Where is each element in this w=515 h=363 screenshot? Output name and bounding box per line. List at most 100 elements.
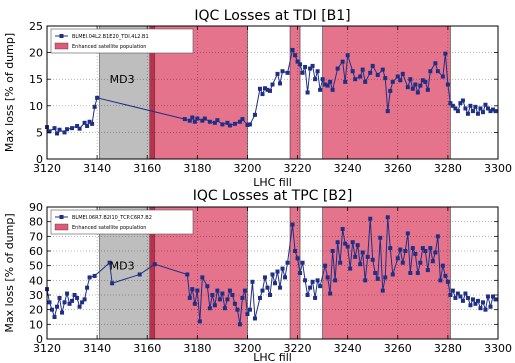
data-point (152, 262, 157, 267)
data-point (443, 273, 448, 278)
data-point (65, 127, 70, 132)
data-point (338, 260, 343, 265)
data-point (378, 235, 383, 240)
data-point (468, 103, 473, 108)
series-line (46, 217, 496, 325)
data-point (182, 117, 187, 122)
data-point (415, 90, 420, 95)
data-point (313, 295, 318, 300)
data-point (483, 307, 488, 312)
data-point (252, 112, 257, 117)
data-point (475, 298, 480, 303)
data-point (293, 249, 298, 253)
data-point (398, 78, 403, 83)
region-boundary-stripe (149, 207, 155, 339)
y-axis-label: Max loss [% of dump] (3, 33, 16, 152)
data-point (315, 69, 320, 74)
data-point (480, 300, 485, 305)
x-tick-label: 3120 (33, 342, 61, 355)
data-point (215, 118, 220, 123)
legend-box (50, 28, 194, 54)
data-point (395, 74, 400, 79)
x-tick-label: 3160 (133, 342, 161, 355)
data-point (390, 272, 395, 277)
data-point (82, 297, 87, 302)
x-tick-label: 3300 (484, 342, 512, 355)
data-point (90, 121, 95, 126)
data-point (383, 76, 388, 81)
data-point (240, 117, 245, 122)
data-point (200, 118, 205, 123)
x-tick-label: 3240 (334, 342, 362, 355)
x-tick-label: 3180 (183, 342, 211, 355)
data-point (325, 83, 330, 88)
data-point (458, 294, 463, 299)
y-tick-label: 30 (29, 289, 43, 302)
data-point (405, 85, 410, 90)
data-point (225, 297, 230, 302)
y-axis-label: Max loss [% of dump] (3, 213, 16, 332)
data-point (278, 285, 283, 290)
data-point (320, 77, 325, 82)
data-point (205, 284, 210, 289)
x-tick-label: 3160 (133, 162, 161, 175)
data-point (325, 275, 330, 280)
data-point (465, 295, 470, 300)
data-point (240, 295, 245, 300)
data-point (410, 86, 415, 91)
data-point (425, 268, 430, 273)
legend-marker-swatch (59, 215, 64, 219)
data-point (318, 87, 323, 92)
data-point (340, 59, 345, 64)
data-point (275, 71, 280, 76)
data-point (62, 130, 67, 135)
data-point (187, 295, 192, 300)
x-tick-label: 3300 (484, 162, 512, 175)
data-point (385, 109, 390, 114)
data-point (197, 319, 202, 324)
data-point (75, 124, 80, 129)
data-point (85, 285, 90, 290)
data-point (237, 322, 242, 327)
data-point (265, 285, 270, 290)
region-annotation: MD3 (110, 73, 135, 86)
data-point (285, 260, 290, 265)
data-point (465, 111, 470, 116)
data-point (245, 122, 250, 127)
chart-panel-2: MD3 3120 3140 3160 3180 3200 3220 3240 3260 3280 3… (3, 188, 512, 363)
data-point (252, 316, 257, 321)
region-boundary-stripe (149, 26, 155, 159)
data-point (87, 275, 92, 280)
x-tick-label: 3280 (434, 342, 462, 355)
x-tick-label: 3120 (33, 162, 61, 175)
data-point (380, 288, 385, 293)
data-point (283, 275, 288, 280)
data-point (245, 312, 250, 317)
data-point (453, 295, 458, 300)
data-point (400, 71, 405, 76)
data-point (85, 124, 90, 129)
data-point (293, 53, 298, 58)
data-point (375, 276, 380, 281)
data-point (50, 307, 55, 312)
y-tick-label: 10 (29, 100, 43, 113)
data-point (415, 271, 420, 275)
data-point (350, 240, 355, 245)
data-point (468, 303, 473, 308)
data-point (280, 69, 285, 74)
data-point (267, 293, 272, 297)
data-point (257, 295, 262, 300)
data-point (425, 87, 430, 92)
data-point (47, 300, 52, 305)
data-point (303, 278, 308, 283)
data-point (95, 95, 100, 100)
data-point (110, 281, 115, 286)
data-point (190, 115, 195, 120)
shaded-region (290, 26, 301, 159)
y-tick-label: 20 (29, 304, 43, 317)
y-tick-label: 5 (36, 126, 43, 139)
data-point (190, 287, 195, 292)
data-point (360, 67, 365, 72)
data-point (458, 101, 463, 106)
data-point (47, 129, 52, 134)
